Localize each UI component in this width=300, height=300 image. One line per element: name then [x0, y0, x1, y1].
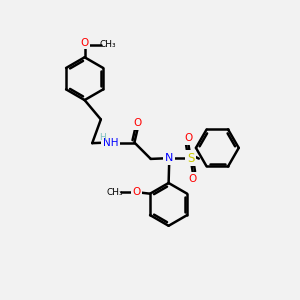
Text: N: N	[165, 153, 173, 163]
Text: NH: NH	[103, 138, 118, 148]
Text: CH₃: CH₃	[100, 40, 116, 49]
Text: CH₃: CH₃	[106, 188, 123, 197]
Text: O: O	[80, 38, 89, 48]
Text: H: H	[99, 133, 106, 142]
Text: O: O	[134, 118, 142, 128]
Text: O: O	[133, 188, 141, 197]
Text: O: O	[189, 173, 197, 184]
Text: O: O	[184, 133, 192, 143]
Text: S: S	[187, 152, 194, 165]
